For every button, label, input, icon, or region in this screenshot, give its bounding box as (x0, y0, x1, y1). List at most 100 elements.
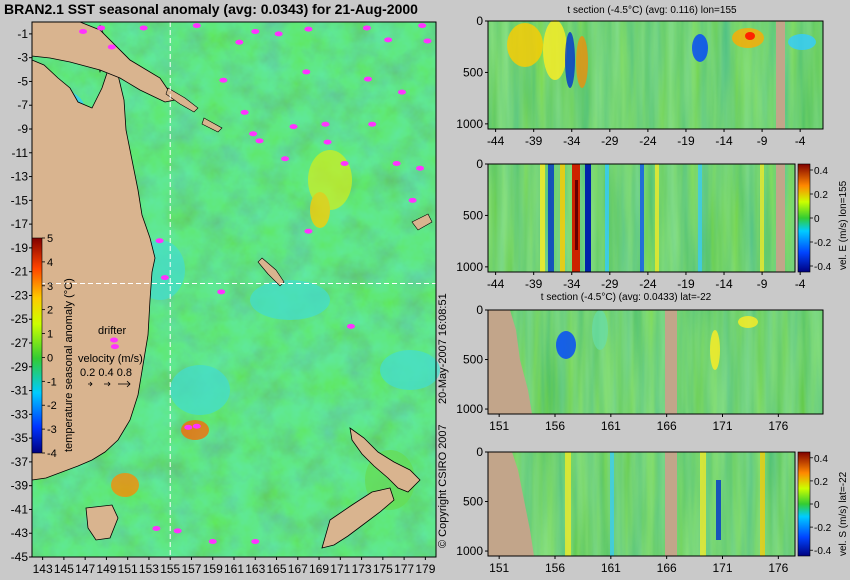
panel-y-tick-label: 0 (476, 14, 483, 28)
panel3-y-ticks: 0 500 1000 (456, 303, 488, 416)
vel-colorbar-tick-label: 0 (814, 500, 820, 511)
panel3-texture (488, 310, 823, 414)
sst-colorbar-tick-label: 2 (47, 305, 53, 317)
vel-colorbar-tick-label: 0.2 (814, 190, 828, 201)
panel-y-tick-label: 500 (463, 353, 483, 367)
drifter-marker (97, 25, 106, 31)
sst-colorbar-tick-label: -3 (47, 424, 57, 436)
panel3-features (556, 310, 758, 370)
map-legend: drifter velocity (m/s) 0.2 0.4 0.8 (78, 325, 143, 388)
panel3-title: t section (-4.5°C) (avg: 0.0433) lat=-22 (541, 292, 712, 303)
map-y-tick-label: -31 (11, 384, 29, 398)
drifter-marker (302, 69, 311, 75)
timestamp-text: 20-May-2007 16:08:51 (437, 293, 449, 404)
map-y-tick-label: -15 (11, 193, 29, 207)
map-y-tick-label: -27 (11, 336, 29, 350)
panel-x-tick-label: 166 (657, 419, 677, 433)
sst-colorbar-tick-label: -4 (47, 448, 57, 460)
panel-x-tick-label: -34 (563, 277, 581, 291)
map-y-tick-label: -7 (17, 98, 28, 112)
panel-x-tick-label: -4 (795, 277, 806, 291)
map-x-tick-label: 159 (203, 562, 223, 576)
panel3-land-gap (665, 310, 677, 414)
velocity-legend-values: 0.2 0.4 0.8 (80, 367, 132, 379)
panel2-colorbar-label: vel. E (m/s) lon=155 (838, 180, 849, 270)
new-caledonia-land (257, 257, 285, 287)
panel4-frame (487, 451, 796, 557)
map-x-ticks: 143 145 147 149 151 153 155 157 159 161 163 165 167 1… (33, 557, 436, 576)
sst-colorbar: 5 4 3 2 1 0 -1 -2 -3 -4 temperature seasonal anom… (31, 233, 75, 460)
panel-x-tick-label: 176 (768, 561, 788, 575)
drifter-marker (173, 528, 182, 534)
map-y-tick-label: -39 (11, 479, 29, 493)
vel-colorbar-tick-label: 0 (814, 214, 820, 225)
drifter-marker (251, 539, 260, 545)
map-x-tick-label: 163 (245, 562, 265, 576)
australia-land (31, 59, 156, 481)
map-y-tick-label: -43 (11, 526, 29, 540)
drifter-markers (79, 23, 432, 545)
panel2-frame (487, 163, 796, 273)
panel-x-tick-label: -39 (525, 277, 543, 291)
panel-x-tick-label: -44 (487, 134, 505, 148)
panel2-y-ticks: 0 500 1000 (456, 157, 488, 274)
map-y-tick-label: -13 (11, 170, 29, 184)
panel-y-tick-label: 500 (463, 65, 483, 79)
drifter-marker (418, 23, 427, 29)
drifter-marker (362, 25, 371, 31)
panel-x-tick-label: -4 (795, 134, 806, 148)
panel-x-tick-label: 161 (601, 561, 621, 575)
drifter-marker (160, 275, 169, 281)
map-x-tick-label: 179 (415, 562, 435, 576)
drifter-marker (219, 77, 228, 83)
panel3-x-ticks: 151 156 161 166 171 176 (489, 414, 789, 433)
drifter-marker (251, 29, 260, 35)
fiji-land (411, 213, 433, 231)
panel-y-tick-label: 1000 (456, 402, 483, 416)
sst-colorbar-label: temperature seasonal anomaly (°C) (63, 278, 75, 452)
drifter-marker (107, 44, 116, 50)
drifter-marker (281, 156, 290, 162)
sst-colorbar-tick-label: 0 (47, 352, 53, 364)
panel2-colorbar-ticks: 0.4 0.2 0 -0.2 -0.4 (810, 166, 832, 273)
drifter-legend-marker (110, 337, 118, 343)
drifter-marker (304, 26, 313, 32)
panel-y-tick-label: 500 (463, 208, 483, 222)
panel4-y-ticks: 0 500 1000 (456, 445, 488, 558)
map-x-tick-label: 153 (139, 562, 159, 576)
sst-colorbar-gradient (31, 237, 43, 454)
panel-x-tick-label: 176 (768, 419, 788, 433)
drifter-marker (184, 424, 193, 430)
drifter-marker (235, 39, 244, 45)
panel-x-tick-label: 161 (601, 419, 621, 433)
panel-x-tick-label: -19 (677, 277, 695, 291)
drifter-marker (255, 138, 264, 144)
panel4-features (565, 452, 765, 556)
panel4-x-ticks: 151 156 161 166 171 176 (489, 556, 789, 575)
panel-t-section-lon155: t section (-4.5°C) (avg: 0.116) lon=155 … (456, 5, 824, 148)
drifter-marker (240, 109, 249, 115)
map-x-tick-label: 145 (54, 562, 74, 576)
map-x-tick-label: 151 (118, 562, 138, 576)
panel-y-tick-label: 0 (476, 303, 483, 317)
velocity-legend-label: velocity (m/s) (78, 353, 143, 365)
panel-y-tick-label: 1000 (456, 544, 483, 558)
map-x-tick-label: 171 (330, 562, 350, 576)
panel1-title: t section (-4.5°C) (avg: 0.116) lon=155 (567, 5, 737, 16)
drifter-marker (110, 344, 119, 350)
vel-colorbar-tick-label: 0.4 (814, 454, 828, 465)
panel-x-tick-label: 171 (712, 419, 732, 433)
solomon-islands-land-2 (201, 117, 223, 133)
drifter-marker (363, 76, 372, 82)
map-y-tick-label: -23 (11, 288, 29, 302)
panel1-y-ticks: 0 500 1000 (456, 14, 488, 131)
map-y-tick-label: -33 (11, 407, 29, 421)
panel2-x-ticks: -44 -39 -34 -29 -24 -19 -14 -9 -4 (487, 272, 806, 291)
sst-colorbar-tick-label: 3 (47, 281, 53, 293)
drifter-marker (192, 23, 201, 29)
vel-colorbar-tick-label: -0.4 (814, 546, 832, 557)
panel2-features (540, 164, 764, 272)
map-y-tick-label: -45 (11, 550, 29, 564)
panel-x-tick-label: 156 (545, 419, 565, 433)
drifter-marker (346, 323, 355, 329)
